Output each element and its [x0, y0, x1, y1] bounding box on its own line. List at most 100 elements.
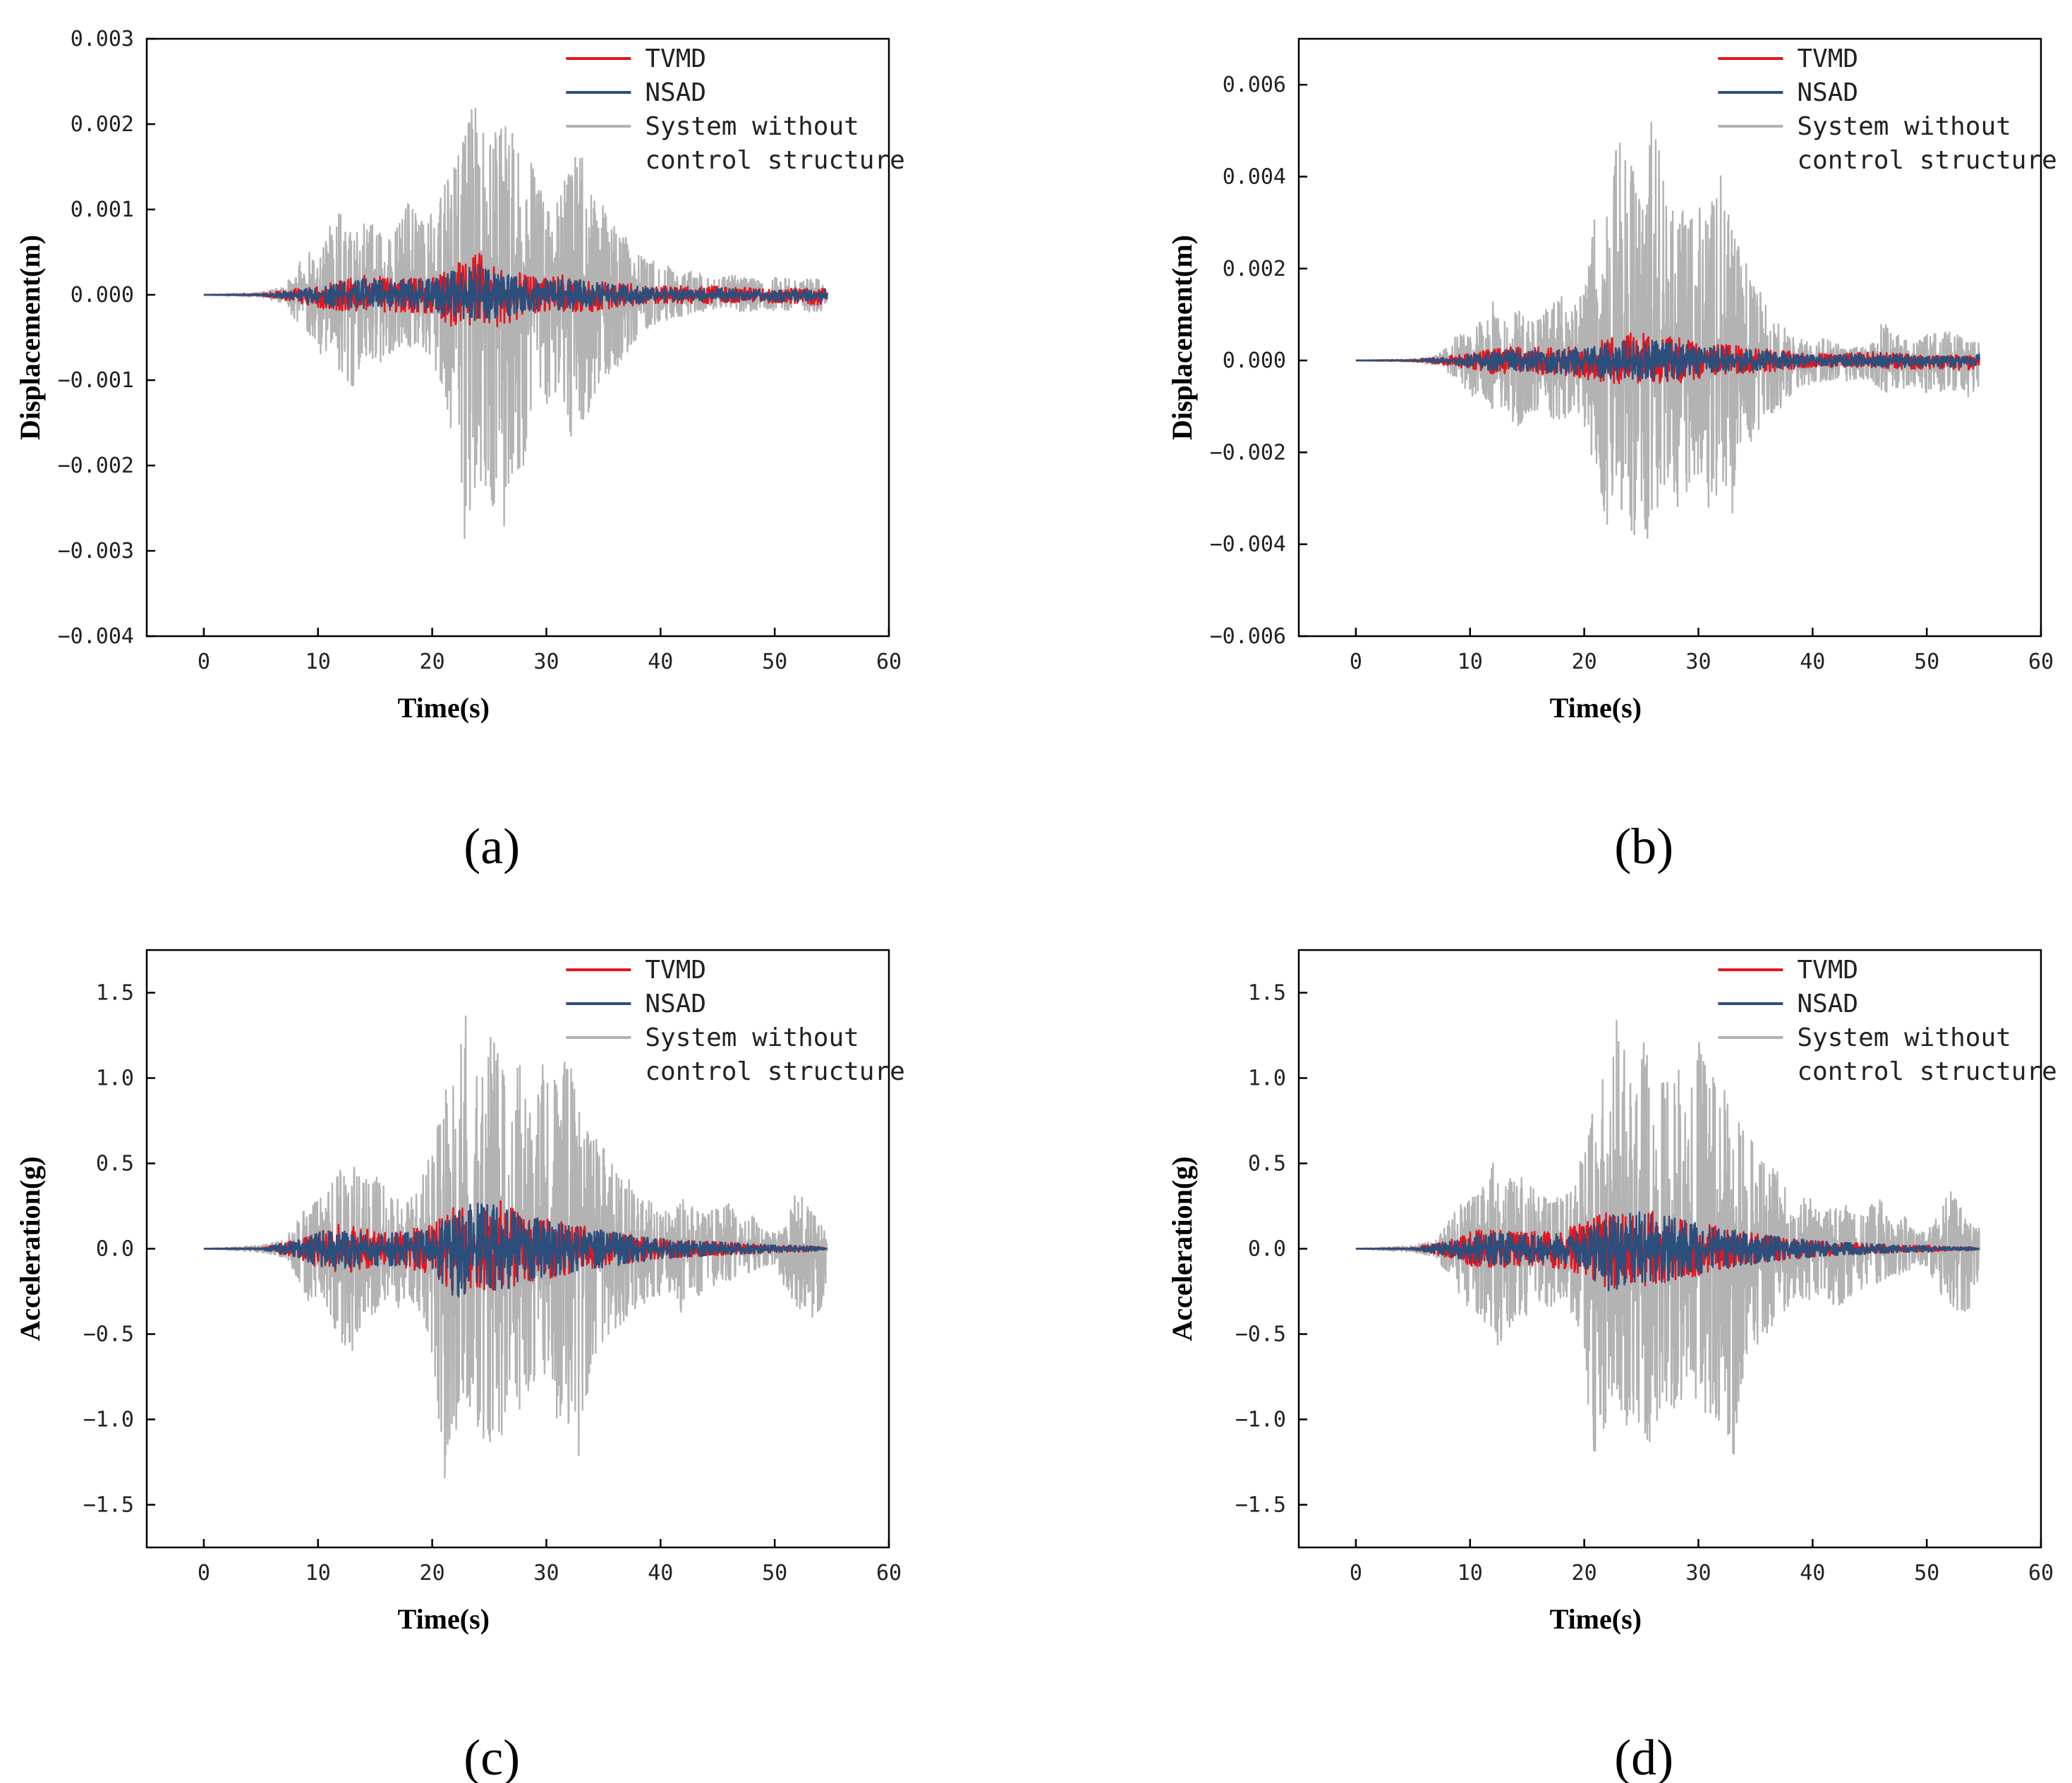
y-tick-label: −0.5 — [83, 1322, 134, 1347]
legend-label-uncontrolled: System without — [1797, 112, 2011, 141]
plot-area — [203, 1015, 828, 1479]
x-tick-label: 50 — [762, 1561, 787, 1586]
y-tick-label: −0.004 — [58, 624, 134, 649]
legend-label-uncontrolled: System without — [1797, 1023, 2011, 1052]
x-tick-label: 40 — [648, 1561, 673, 1586]
legend: TVMD NSAD System without control structure — [566, 956, 905, 1086]
y-tick-label: 0.004 — [1223, 164, 1286, 189]
legend: TVMD NSAD System without control structure — [1718, 956, 2057, 1086]
panel-label: (d) — [1614, 1729, 1673, 1783]
y-tick-label: −1.5 — [1235, 1493, 1286, 1518]
y-tick-label: −0.002 — [58, 454, 134, 478]
series-nsad-line — [203, 264, 828, 322]
series-nsad-line — [1355, 339, 1980, 380]
panel-b: 0 10 20 30 40 50 60 −0.006 −0.004 −0.002 0.000 0.00… — [1166, 37, 2057, 875]
series-nsad-line — [203, 1203, 828, 1298]
legend-label-tvmd: TVMD — [1797, 44, 1858, 73]
y-tick-label: 1.0 — [1248, 1066, 1286, 1091]
legend: TVMD NSAD System without control structure — [1718, 44, 2057, 175]
y-tick-label: 0.003 — [71, 27, 134, 51]
panel-a: 0 10 20 30 40 50 60 −0.004 −0.003 −0.002 −0.001 0.0… — [14, 27, 905, 875]
x-tick-label: 10 — [1458, 650, 1483, 674]
x-tick-label: 60 — [876, 650, 902, 674]
y-tick-label: 1.0 — [96, 1066, 134, 1091]
legend-label-tvmd: TVMD — [645, 956, 706, 985]
x-axis-label: Time(s) — [1550, 692, 1642, 724]
y-tick-label: 0.5 — [1248, 1152, 1286, 1176]
legend-label-nsad: NSAD — [1797, 990, 1858, 1018]
legend-label-uncontrolled: System without — [645, 1023, 859, 1052]
panel-label: (a) — [464, 818, 520, 875]
y-tick-label: 0.002 — [1223, 257, 1286, 281]
x-tick-label: 60 — [876, 1561, 902, 1586]
y-tick-label: 0.002 — [71, 112, 134, 137]
x-axis-label: Time(s) — [398, 692, 490, 724]
panel-label: (b) — [1614, 818, 1673, 875]
y-axis-label: Acceleration(g) — [14, 1156, 46, 1341]
y-tick-label: −1.5 — [83, 1493, 134, 1518]
x-tick-label: 40 — [1800, 1561, 1825, 1586]
y-axis-label: Displacement(m) — [1166, 235, 1198, 440]
y-tick-label: 0.000 — [1223, 348, 1286, 373]
x-tick-label: 20 — [420, 650, 445, 674]
x-tick-label: 30 — [1685, 1561, 1711, 1586]
y-tick-label: −0.001 — [58, 368, 134, 393]
x-tick-label: 10 — [1458, 1561, 1483, 1586]
legend-label-tvmd: TVMD — [645, 44, 706, 73]
x-tick-label: 0 — [1350, 650, 1362, 674]
y-tick-label: −1.0 — [83, 1408, 134, 1432]
y-tick-label: −0.002 — [1210, 440, 1286, 465]
x-tick-label: 60 — [2028, 1561, 2054, 1586]
x-tick-label: 10 — [305, 1561, 331, 1586]
y-tick-label: 0.000 — [71, 283, 134, 308]
legend-label-uncontrolled-line2: control structure — [645, 146, 904, 175]
x-axis-label: Time(s) — [398, 1603, 490, 1635]
y-axis-label: Displacement(m) — [14, 235, 46, 440]
x-tick-label: 20 — [1572, 650, 1597, 674]
x-tick-label: 40 — [1800, 650, 1825, 674]
x-tick-label: 10 — [305, 650, 331, 674]
x-tick-label: 50 — [762, 650, 787, 674]
y-tick-label: 0.5 — [96, 1152, 134, 1176]
x-tick-label: 40 — [648, 650, 673, 674]
panel-label: (c) — [464, 1729, 520, 1783]
y-tick-label: −0.006 — [1210, 624, 1286, 649]
plot-area — [203, 107, 828, 540]
y-tick-label: 0.0 — [1248, 1237, 1286, 1262]
x-tick-label: 50 — [1914, 1561, 1939, 1586]
y-tick-label: 1.5 — [96, 981, 134, 1006]
series-nsad-line — [1355, 1211, 1980, 1291]
axes-frame — [1297, 37, 2042, 638]
x-tick-label: 0 — [198, 1561, 210, 1586]
legend-label-uncontrolled-line2: control structure — [645, 1057, 904, 1086]
x-axis-label: Time(s) — [1550, 1603, 1642, 1635]
x-tick-label: 20 — [1572, 1561, 1597, 1586]
legend-label-tvmd: TVMD — [1797, 956, 1858, 985]
x-tick-label: 20 — [420, 1561, 445, 1586]
plot-area — [1355, 121, 1980, 539]
y-tick-label: 0.001 — [71, 197, 134, 222]
y-tick-label: −0.5 — [1235, 1322, 1286, 1347]
legend-label-uncontrolled: System without — [645, 112, 859, 141]
legend-label-nsad: NSAD — [645, 990, 706, 1018]
legend-label-uncontrolled-line2: control structure — [1797, 146, 2056, 175]
series-uncontrolled-line — [203, 107, 828, 540]
y-tick-label: 0.006 — [1223, 73, 1286, 97]
y-tick-label: −0.003 — [58, 539, 134, 564]
legend: TVMD NSAD System without control structure — [566, 44, 905, 175]
x-tick-label: 0 — [198, 650, 210, 674]
panel-c: 0 10 20 30 40 50 60 −1.5 −1.0 −0.5 0.0 0.5 1.0 1.5 Tim… — [14, 949, 905, 1783]
legend-label-uncontrolled-line2: control structure — [1797, 1057, 2056, 1086]
y-tick-label: −1.0 — [1235, 1408, 1286, 1432]
x-tick-label: 30 — [1685, 650, 1711, 674]
plot-area — [1355, 1020, 1980, 1455]
panel-d: 0 10 20 30 40 50 60 −1.5 −1.0 −0.5 0.0 0.5 1.0 1.5 Tim… — [1166, 949, 2057, 1783]
y-tick-label: 1.5 — [1248, 981, 1286, 1006]
series-uncontrolled-line — [1355, 121, 1980, 539]
x-tick-label: 30 — [533, 650, 559, 674]
axes-frame — [145, 37, 890, 638]
x-tick-label: 0 — [1350, 1561, 1362, 1586]
y-tick-label: −0.004 — [1210, 533, 1286, 557]
x-tick-label: 30 — [533, 1561, 559, 1586]
